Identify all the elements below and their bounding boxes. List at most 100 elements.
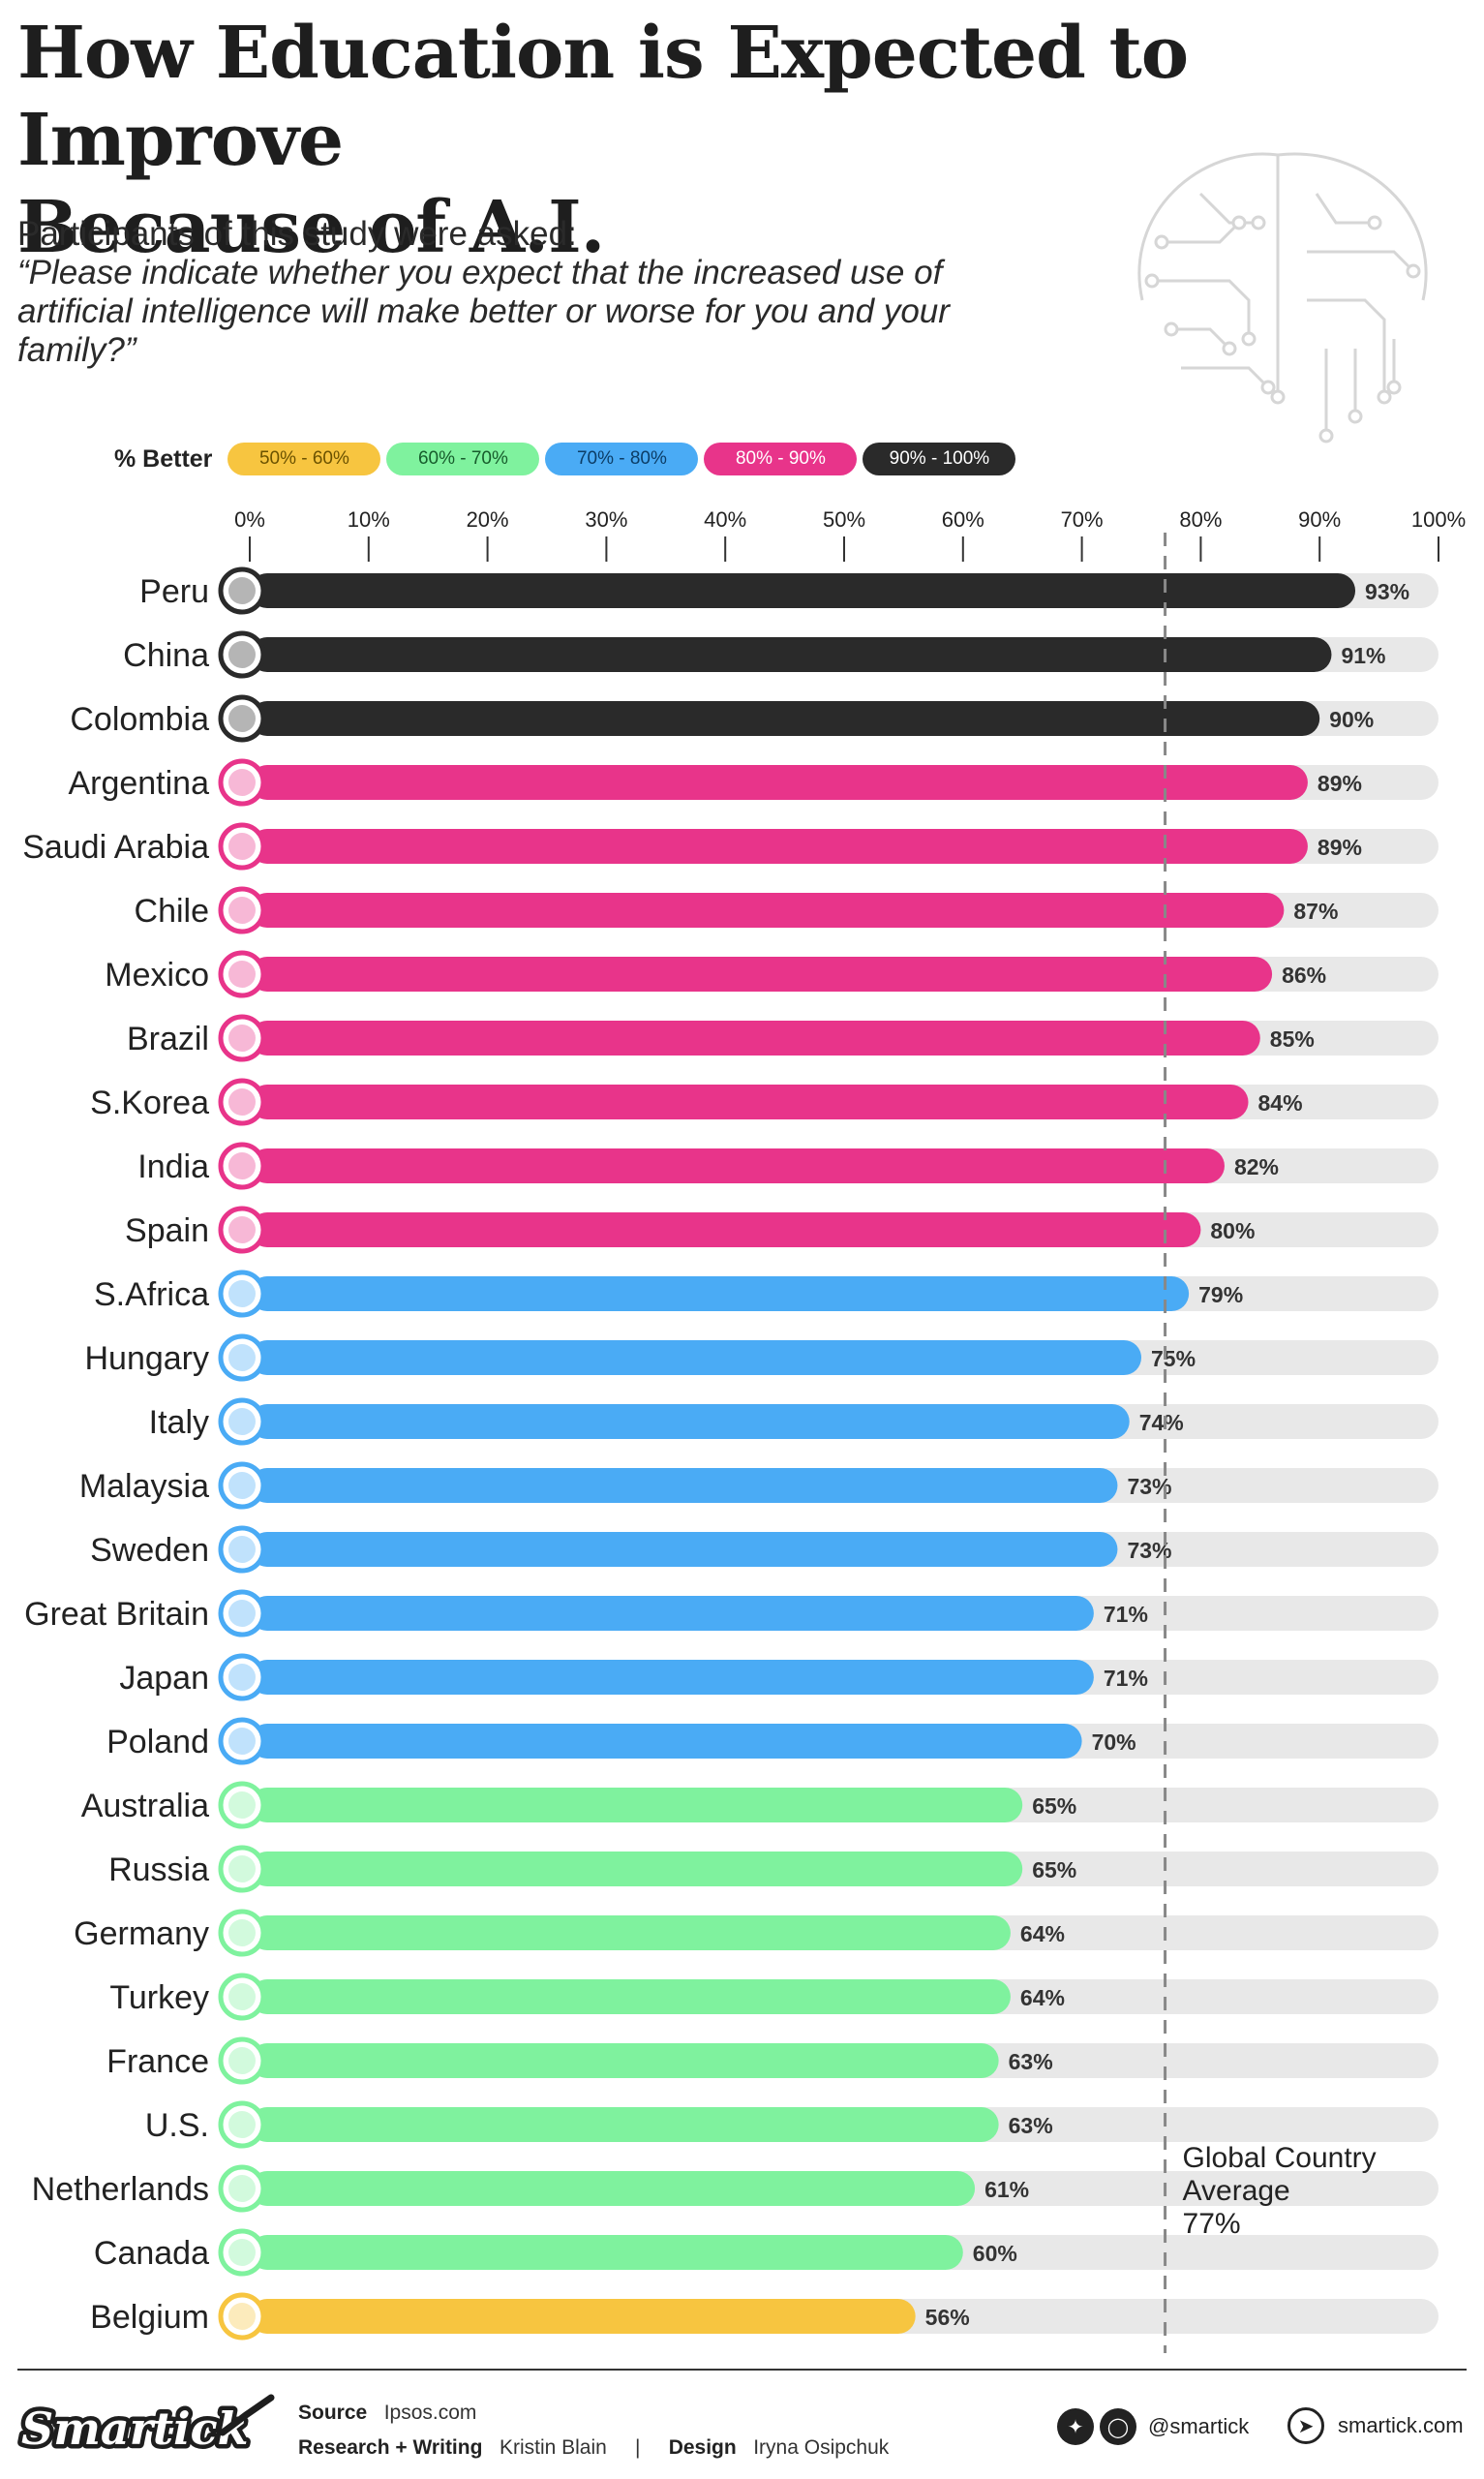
x-tick-label: 40%: [704, 507, 746, 532]
value-label: 93%: [1365, 579, 1409, 604]
title-line-1: How Education is Expected to Improve: [17, 12, 1189, 182]
credits-separator: |: [635, 2436, 641, 2459]
flag-icon-fill: [228, 2239, 256, 2266]
bar: [250, 1404, 1130, 1439]
value-label: 91%: [1341, 643, 1385, 668]
country-label: Belgium: [90, 2299, 209, 2336]
country-label: Argentina: [68, 765, 209, 802]
website-text[interactable]: smartick.com: [1338, 2413, 1464, 2437]
bar: [250, 829, 1308, 864]
legend-chip-90-100: 90% - 100%: [863, 443, 1016, 475]
country-label: Brazil: [127, 1021, 209, 1057]
source-label: Source: [298, 2402, 368, 2424]
flag-icon: [218, 1078, 266, 1126]
flag-icon: [218, 950, 266, 998]
footer-divider: [17, 2369, 1467, 2371]
flag-icon: [218, 694, 266, 743]
x-tick-label: 10%: [348, 507, 390, 532]
flag-icon-fill: [228, 961, 256, 988]
bar: [250, 1852, 1023, 1886]
flag-icon-fill: [228, 1536, 256, 1563]
flag-icon-fill: [228, 1344, 256, 1371]
flag-icon-fill: [228, 2175, 256, 2202]
value-label: 89%: [1317, 771, 1362, 796]
source-value: Ipsos.com: [383, 2402, 477, 2424]
flag-icon: [218, 2164, 266, 2213]
value-label: 70%: [1092, 1729, 1136, 1755]
design-value: Iryna Osipchuk: [753, 2436, 890, 2459]
footer-source: Source Ipsos.com: [298, 2402, 476, 2425]
flag-icon: [218, 2228, 266, 2277]
flag-icon-fill: [228, 2111, 256, 2138]
bar: [250, 1148, 1225, 1183]
x-tick-label: 100%: [1411, 507, 1466, 532]
value-label: 64%: [1020, 1921, 1065, 1946]
flag-icon: [218, 1014, 266, 1062]
country-label: Chile: [135, 893, 209, 930]
value-label: 63%: [1009, 2049, 1053, 2074]
design-label: Design: [668, 2436, 737, 2459]
twitter-icon[interactable]: ✦: [1057, 2408, 1094, 2445]
flag-icon: [218, 1461, 266, 1510]
instagram-icon[interactable]: ◯: [1100, 2408, 1136, 2445]
value-label: 80%: [1210, 1218, 1255, 1243]
color-legend: % Better 50% - 60% 60% - 70% 70% - 80% 8…: [114, 442, 1016, 476]
bar: [250, 637, 1332, 672]
bar: [250, 1724, 1082, 1759]
bar: [250, 1660, 1094, 1695]
x-tick-label: 50%: [823, 507, 865, 532]
country-label: S.Africa: [94, 1276, 209, 1313]
value-label: 63%: [1009, 2113, 1053, 2138]
bar: [250, 1596, 1094, 1631]
flag-icon: [218, 1845, 266, 1893]
website-link[interactable]: ➤ smartick.com: [1287, 2405, 1464, 2446]
average-label: 77%: [1183, 2208, 1241, 2240]
flag-icon: [218, 566, 266, 615]
average-label: Global Country: [1183, 2142, 1377, 2174]
flag-icon-fill: [228, 1791, 256, 1819]
bar: [250, 1788, 1023, 1822]
country-label: Japan: [119, 1660, 209, 1697]
flag-icon-fill: [228, 577, 256, 604]
bar: [250, 2171, 976, 2206]
country-label: S.Korea: [90, 1085, 209, 1121]
legend-chip-50-60: 50% - 60%: [227, 443, 381, 475]
average-label: Average: [1183, 2175, 1290, 2207]
flag-icon-fill: [228, 1152, 256, 1179]
flag-icon: [218, 2100, 266, 2149]
bar: [250, 1532, 1118, 1567]
country-label: Peru: [139, 573, 209, 610]
flag-icon-fill: [228, 1728, 256, 1755]
value-label: 84%: [1258, 1090, 1303, 1116]
flag-icon: [218, 886, 266, 934]
flag-icon: [218, 630, 266, 679]
value-label: 89%: [1317, 835, 1362, 860]
svg-text:Smartick: Smartick: [21, 2402, 249, 2455]
value-label: 64%: [1020, 1985, 1065, 2010]
flag-icon: [218, 1909, 266, 1957]
flag-icon-fill: [228, 705, 256, 732]
flag-icon-fill: [228, 641, 256, 668]
country-label: Russia: [108, 1852, 209, 1888]
x-tick-label: 90%: [1298, 507, 1341, 532]
bar: [250, 765, 1308, 800]
flag-icon-fill: [228, 2303, 256, 2330]
page-title: How Education is Expected to Improve Bec…: [17, 10, 1257, 271]
legend-chip-80-90: 80% - 90%: [704, 443, 858, 475]
value-label: 65%: [1032, 1793, 1076, 1819]
country-label: Italy: [149, 1404, 209, 1441]
social-handle[interactable]: @smartick: [1148, 2414, 1250, 2438]
flag-icon-fill: [228, 1983, 256, 2010]
flag-icon: [218, 1781, 266, 1829]
svg-text:Smartick: Smartick: [21, 2402, 249, 2455]
value-label: 71%: [1104, 1602, 1148, 1627]
bar: [250, 1915, 1011, 1950]
bar: [250, 2299, 916, 2334]
country-label: Malaysia: [79, 1468, 209, 1505]
flag-icon-fill: [228, 769, 256, 796]
x-tick-label: 70%: [1061, 507, 1104, 532]
bar: [250, 2043, 999, 2078]
country-label: U.S.: [145, 2107, 209, 2144]
bar: [250, 701, 1320, 736]
title-line-2: Because of A.I.: [17, 186, 605, 269]
